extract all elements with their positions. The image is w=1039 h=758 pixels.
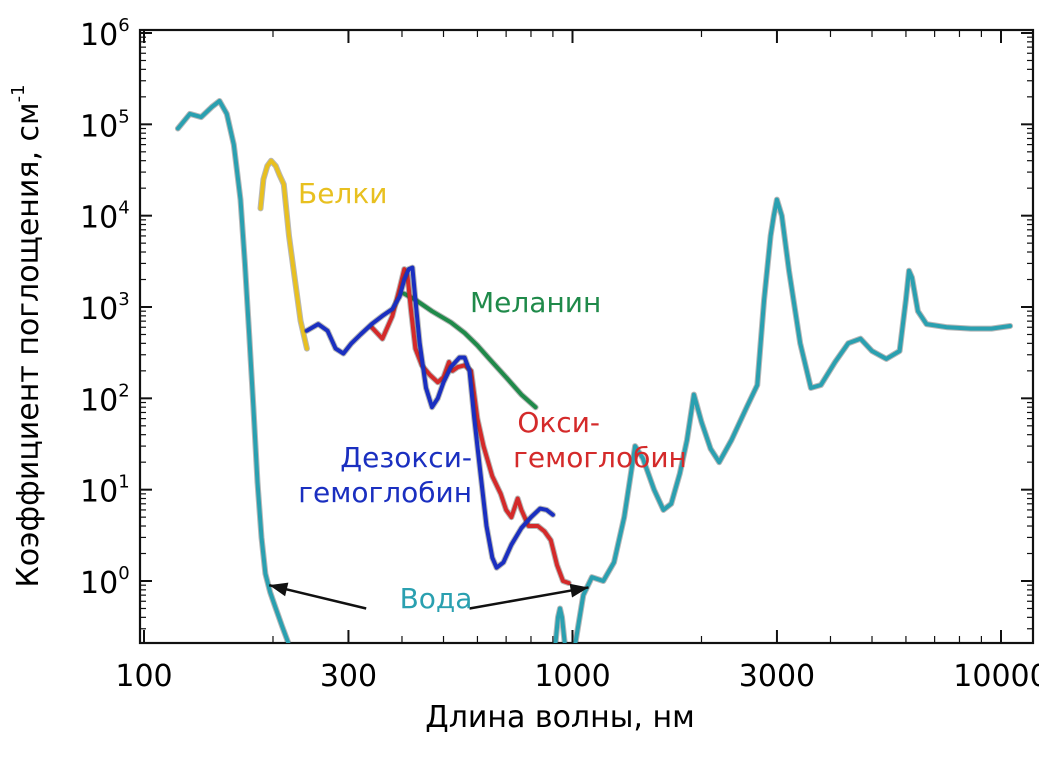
series-shadow-water (174, 98, 292, 643)
water-arrow-head (569, 583, 589, 598)
axis-ticks: 1001011021031041051061003001000300010000 (80, 15, 1039, 694)
minor-ticks (140, 30, 1033, 643)
y-axis-title: Коэффициент поглощения, см-1 (8, 84, 46, 587)
y-tick-label-exponent: 1 (118, 472, 129, 493)
y-tick-label: 103 (80, 289, 130, 327)
x-tick-label: 3000 (739, 659, 815, 694)
series-label-melanin: Меланин (470, 286, 601, 319)
y-axis-title-exponent: -1 (8, 84, 29, 102)
series-label-deoxy: Дезокси- (340, 441, 472, 474)
y-axis-title-text: Коэффициент поглощения, см (11, 102, 46, 587)
series-line-protein (258, 158, 309, 351)
y-tick-label-exponent: 2 (118, 380, 129, 401)
series-line-water (175, 99, 291, 643)
y-tick-label-exponent: 5 (118, 106, 129, 127)
series-label-protein: Белки (298, 177, 387, 210)
series-line-water (553, 606, 567, 643)
series-line-water (573, 197, 1013, 643)
x-tick-label: 10000 (953, 659, 1039, 694)
series-layer (174, 98, 1014, 643)
y-tick-label: 105 (80, 106, 130, 144)
y-tick-label: 100 (80, 563, 130, 601)
x-axis-title: Длина волны, нм (425, 700, 694, 735)
y-tick-label-base: 10 (80, 566, 118, 601)
y-tick-label-base: 10 (80, 109, 118, 144)
y-tick-label: 104 (80, 198, 130, 236)
y-tick-label-base: 10 (80, 383, 118, 418)
y-tick-label-base: 10 (80, 475, 118, 510)
plot-frame (138, 28, 1035, 645)
annotation-arrows (268, 582, 589, 610)
y-tick-label-exponent: 6 (118, 15, 129, 36)
y-tick-label-exponent: 4 (118, 198, 129, 219)
y-tick-label: 101 (80, 472, 130, 510)
y-tick-label-base: 10 (80, 18, 118, 53)
x-tick-label: 300 (320, 659, 377, 694)
y-tick-label-exponent: 3 (118, 289, 129, 310)
y-tick-label-base: 10 (80, 201, 118, 236)
water-arrow-head (269, 582, 289, 597)
series-label-deoxy: гемоглобин (298, 476, 472, 509)
x-tick-label: 100 (115, 659, 172, 694)
series-label-water: Вода (400, 582, 473, 615)
series-line-melanin (402, 291, 538, 410)
y-tick-label: 106 (80, 15, 130, 53)
series-label-oxy: гемоглобин (513, 441, 687, 474)
series-line-deoxy (304, 265, 555, 570)
y-tick-label: 102 (80, 380, 130, 418)
y-tick-label-exponent: 0 (118, 563, 129, 584)
water-arrow-line (469, 586, 589, 610)
series-label-oxy: Окси- (517, 406, 600, 439)
series-labels: БелкиМеланинОкси-гемоглобинДезокси-гемог… (298, 177, 687, 615)
y-tick-label-base: 10 (80, 292, 118, 327)
x-tick-label: 1000 (534, 659, 610, 694)
series-shadow-water (572, 196, 1014, 643)
